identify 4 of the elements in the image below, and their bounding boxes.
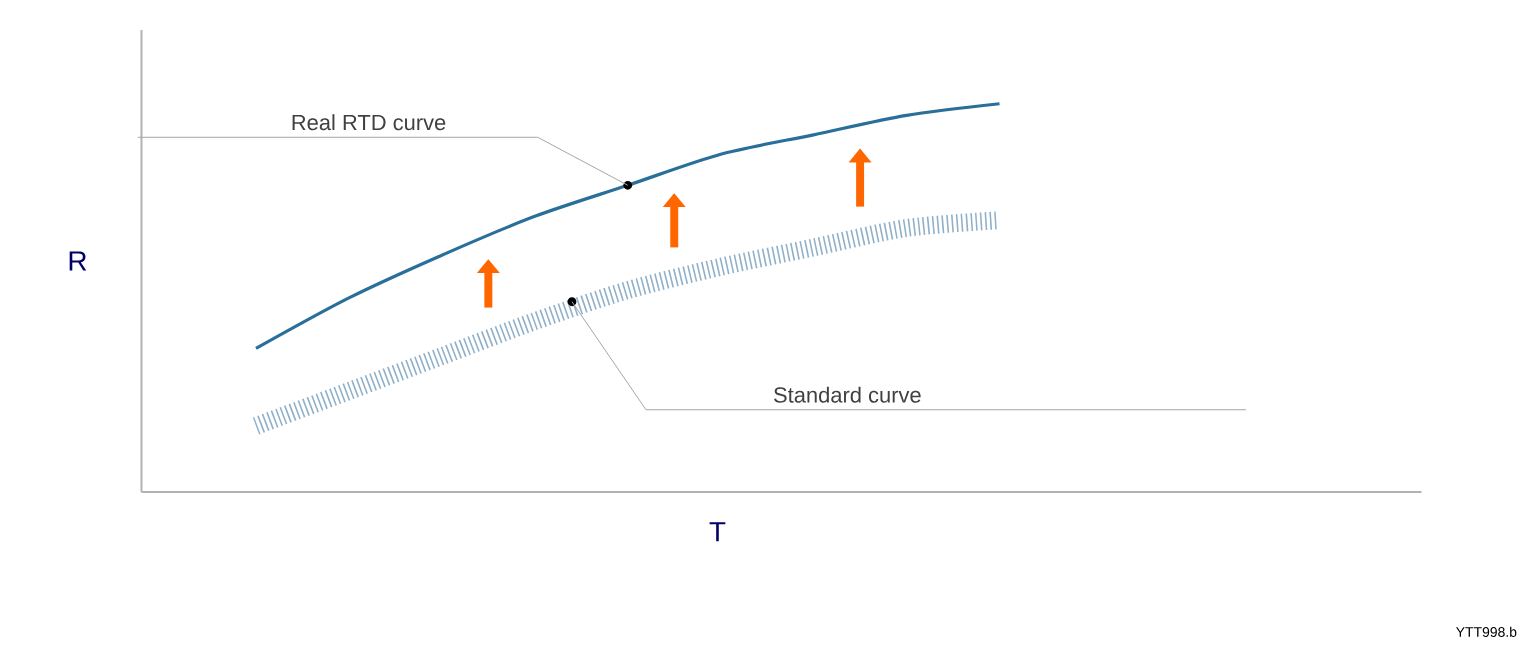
- x-axis-title: T: [709, 522, 726, 542]
- y-axis-title: R: [69, 251, 87, 271]
- text: Real RTD curve: [292, 114, 446, 131]
- text: Standard curve: [774, 386, 921, 403]
